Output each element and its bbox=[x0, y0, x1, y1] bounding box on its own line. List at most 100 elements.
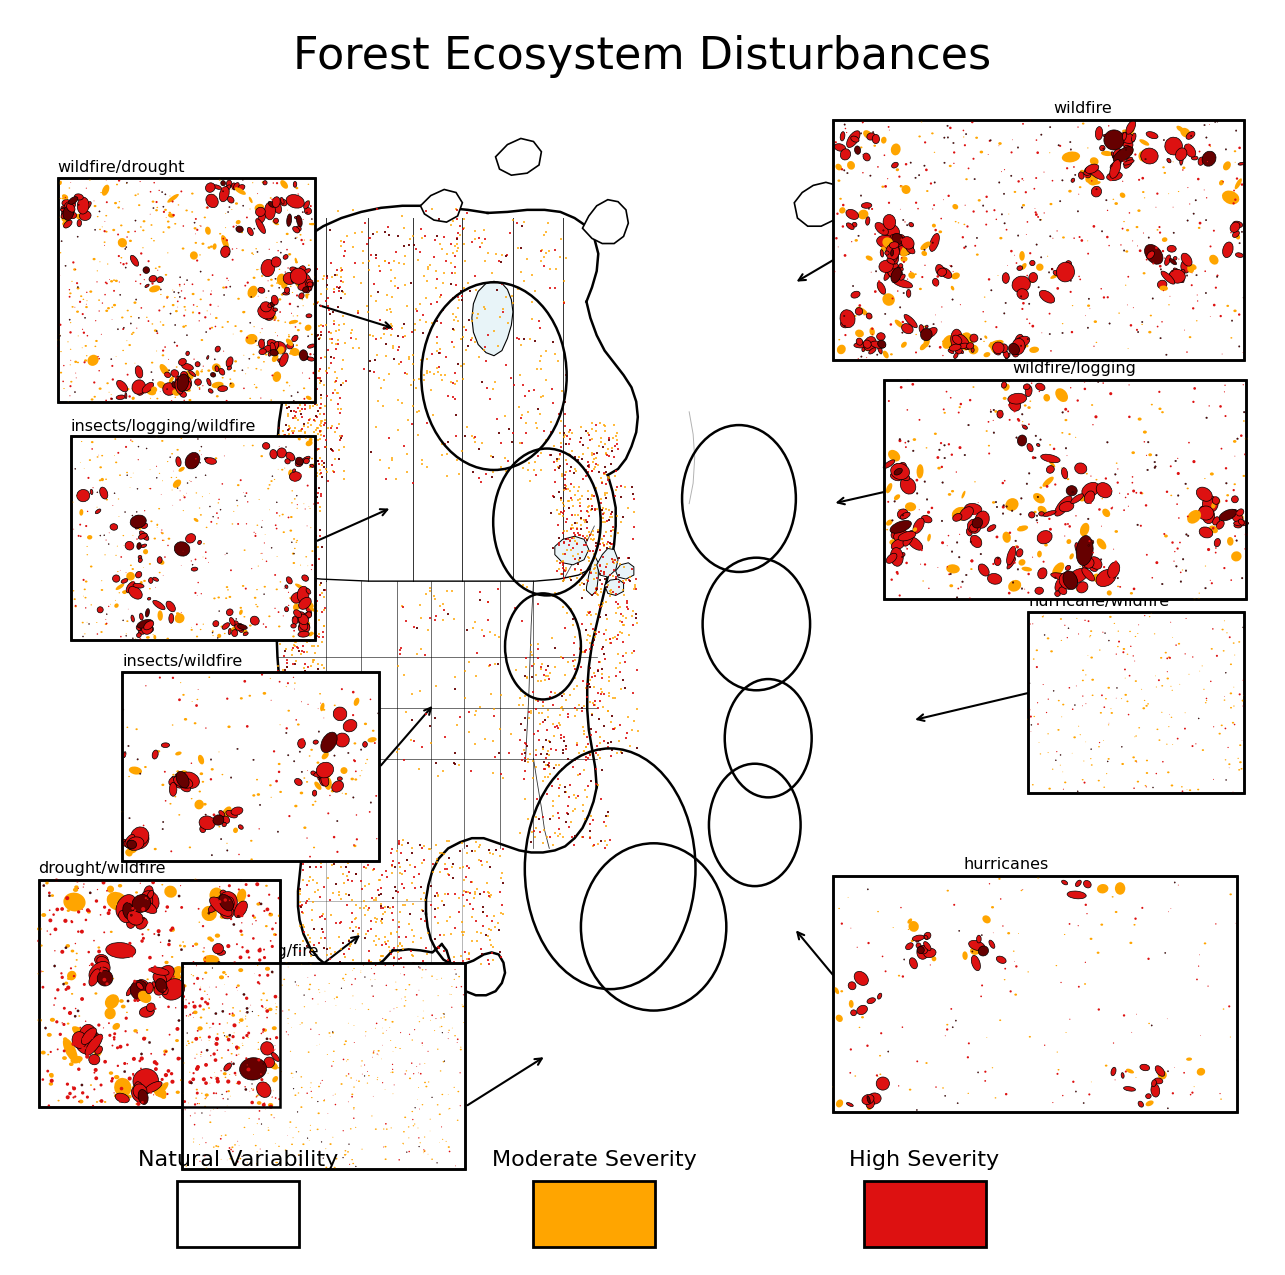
Point bbox=[577, 602, 598, 622]
Point bbox=[288, 450, 308, 470]
Point bbox=[379, 427, 400, 448]
Point bbox=[302, 831, 323, 852]
Point bbox=[425, 886, 446, 907]
Point bbox=[572, 572, 592, 593]
Point bbox=[412, 900, 433, 921]
Point bbox=[308, 880, 329, 900]
Point bbox=[491, 764, 511, 784]
Point bbox=[488, 913, 509, 933]
Point bbox=[463, 462, 483, 482]
Point bbox=[577, 497, 598, 518]
Point bbox=[270, 816, 290, 836]
Point bbox=[592, 499, 613, 519]
Point bbox=[558, 529, 578, 550]
Point bbox=[550, 705, 571, 725]
Point bbox=[553, 740, 573, 760]
Point bbox=[523, 751, 544, 771]
Point bbox=[619, 570, 640, 590]
Point bbox=[386, 468, 406, 488]
Point bbox=[468, 922, 488, 942]
Point bbox=[524, 724, 545, 745]
Point bbox=[288, 747, 308, 768]
Point bbox=[288, 751, 308, 771]
Point bbox=[314, 686, 334, 706]
Point bbox=[307, 729, 328, 750]
Point bbox=[459, 722, 479, 742]
Point bbox=[569, 446, 590, 467]
Point bbox=[473, 901, 493, 922]
Point bbox=[383, 850, 403, 871]
Point bbox=[613, 572, 634, 593]
Point bbox=[447, 233, 468, 254]
Point bbox=[356, 924, 377, 945]
Point bbox=[531, 358, 551, 379]
Point bbox=[600, 506, 621, 527]
Point bbox=[308, 676, 329, 696]
Point bbox=[571, 560, 591, 580]
Point bbox=[446, 404, 466, 425]
Point bbox=[298, 657, 319, 677]
Point bbox=[284, 516, 305, 537]
Point bbox=[293, 694, 314, 714]
Point bbox=[339, 885, 360, 905]
Point bbox=[486, 840, 506, 861]
Point bbox=[289, 895, 310, 915]
Point bbox=[598, 835, 618, 856]
Point bbox=[549, 482, 569, 502]
Point bbox=[586, 579, 607, 599]
Point bbox=[571, 509, 591, 529]
Point bbox=[599, 667, 619, 687]
Point bbox=[298, 769, 319, 789]
Point bbox=[379, 458, 400, 478]
Point bbox=[275, 344, 296, 365]
Point bbox=[564, 528, 585, 548]
Point bbox=[420, 839, 441, 859]
Point bbox=[432, 370, 452, 390]
Point bbox=[617, 570, 637, 590]
Text: logging
hurricane/wildfire: logging hurricane/wildfire bbox=[1028, 578, 1169, 609]
Point bbox=[294, 282, 315, 302]
Point bbox=[451, 280, 472, 301]
Point bbox=[305, 644, 325, 664]
Point bbox=[398, 347, 419, 367]
Point bbox=[610, 611, 631, 631]
Point bbox=[578, 776, 599, 797]
Point bbox=[288, 738, 308, 759]
Point bbox=[288, 756, 308, 776]
Point bbox=[290, 617, 311, 638]
Point bbox=[595, 806, 616, 826]
Point bbox=[308, 636, 329, 657]
Point bbox=[279, 360, 299, 380]
Point bbox=[312, 454, 333, 474]
Point bbox=[382, 319, 402, 339]
Point bbox=[571, 454, 591, 474]
Point bbox=[603, 552, 623, 572]
Point bbox=[281, 472, 302, 492]
Point bbox=[346, 908, 366, 928]
Point bbox=[569, 525, 590, 546]
Point bbox=[479, 655, 500, 676]
Point bbox=[463, 872, 483, 892]
Point bbox=[281, 723, 302, 743]
Point bbox=[287, 770, 307, 790]
Point bbox=[448, 237, 469, 258]
Point bbox=[591, 492, 612, 513]
Point bbox=[409, 864, 429, 885]
Point bbox=[587, 499, 608, 519]
Point bbox=[461, 842, 482, 862]
Point bbox=[290, 430, 311, 450]
Point bbox=[364, 362, 384, 382]
Point bbox=[324, 279, 344, 300]
Point bbox=[276, 510, 297, 530]
Point bbox=[555, 465, 576, 486]
Point bbox=[283, 282, 303, 302]
Point bbox=[585, 499, 605, 519]
Point bbox=[420, 255, 441, 275]
Point bbox=[274, 616, 294, 636]
Point bbox=[307, 395, 328, 416]
Point bbox=[383, 338, 403, 358]
Point bbox=[285, 765, 306, 785]
Point bbox=[403, 731, 424, 751]
Point bbox=[278, 620, 298, 640]
Point bbox=[317, 868, 338, 889]
